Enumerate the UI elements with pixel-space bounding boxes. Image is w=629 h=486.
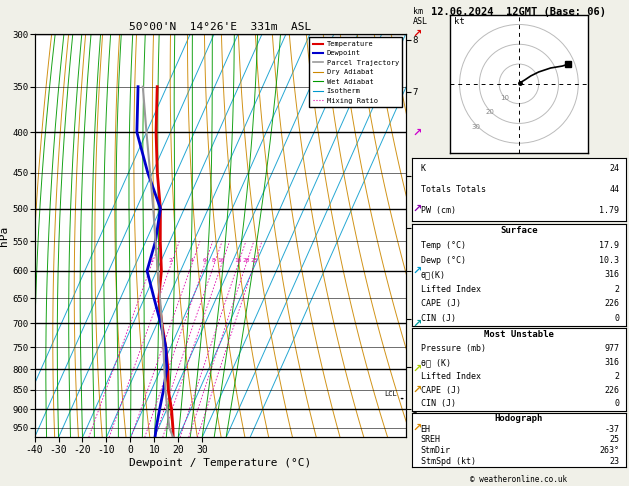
- Text: Hodograph: Hodograph: [495, 414, 543, 423]
- Text: ↗: ↗: [412, 127, 421, 138]
- Text: Totals Totals: Totals Totals: [421, 185, 486, 194]
- Text: 25: 25: [610, 435, 620, 444]
- Text: © weatheronline.co.uk: © weatheronline.co.uk: [470, 474, 567, 484]
- Text: ↗: ↗: [412, 423, 421, 433]
- Text: 0: 0: [615, 314, 620, 323]
- Text: 1.79: 1.79: [599, 206, 620, 215]
- Text: CAPE (J): CAPE (J): [421, 299, 460, 308]
- Text: CAPE (J): CAPE (J): [421, 385, 460, 395]
- Text: Pressure (mb): Pressure (mb): [421, 344, 486, 353]
- Text: ↗: ↗: [412, 29, 421, 39]
- Text: PW (cm): PW (cm): [421, 206, 455, 215]
- Text: -37: -37: [604, 425, 620, 434]
- Text: 10: 10: [218, 258, 225, 263]
- Text: Lifted Index: Lifted Index: [421, 372, 481, 381]
- Text: kt: kt: [454, 17, 464, 26]
- Text: SREH: SREH: [421, 435, 440, 444]
- Text: 10.3: 10.3: [599, 256, 620, 264]
- Y-axis label: hPa: hPa: [0, 226, 9, 246]
- Text: 6: 6: [203, 258, 206, 263]
- Text: 316: 316: [604, 358, 620, 367]
- Text: 977: 977: [604, 344, 620, 353]
- Text: 8: 8: [212, 258, 216, 263]
- Text: CIN (J): CIN (J): [421, 314, 455, 323]
- Text: 25: 25: [250, 258, 258, 263]
- Text: θᴇ(K): θᴇ(K): [421, 270, 445, 279]
- Legend: Temperature, Dewpoint, Parcel Trajectory, Dry Adiabat, Wet Adiabat, Isotherm, Mi: Temperature, Dewpoint, Parcel Trajectory…: [309, 37, 402, 107]
- Text: 316: 316: [604, 270, 620, 279]
- Text: 30: 30: [472, 123, 481, 130]
- Text: 44: 44: [610, 185, 620, 194]
- Text: 17.9: 17.9: [599, 241, 620, 250]
- Text: LCL: LCL: [384, 391, 398, 397]
- Text: K: K: [421, 164, 426, 173]
- Text: 12.06.2024  12GMT (Base: 06): 12.06.2024 12GMT (Base: 06): [431, 7, 606, 17]
- Text: Lifted Index: Lifted Index: [421, 285, 481, 294]
- Text: StmSpd (kt): StmSpd (kt): [421, 457, 476, 466]
- Text: ↗: ↗: [412, 318, 421, 329]
- Text: Surface: Surface: [500, 226, 538, 235]
- Text: 0: 0: [615, 399, 620, 408]
- X-axis label: Dewpoint / Temperature (°C): Dewpoint / Temperature (°C): [129, 458, 311, 468]
- Text: ↗: ↗: [412, 385, 421, 395]
- Text: 2: 2: [615, 372, 620, 381]
- Text: 4: 4: [190, 258, 194, 263]
- Text: 23: 23: [610, 457, 620, 466]
- Text: CIN (J): CIN (J): [421, 399, 455, 408]
- Text: 2: 2: [169, 258, 172, 263]
- Text: 16: 16: [234, 258, 242, 263]
- Text: Most Unstable: Most Unstable: [484, 330, 554, 339]
- Text: EH: EH: [421, 425, 430, 434]
- Text: Temp (°C): Temp (°C): [421, 241, 465, 250]
- Text: 20: 20: [486, 109, 495, 115]
- Text: 24: 24: [610, 164, 620, 173]
- Text: 263°: 263°: [599, 446, 620, 455]
- Text: ↗: ↗: [412, 266, 421, 276]
- Text: ↗: ↗: [412, 204, 421, 213]
- Text: 2: 2: [615, 285, 620, 294]
- Text: ↗: ↗: [412, 364, 421, 374]
- Text: Dewp (°C): Dewp (°C): [421, 256, 465, 264]
- Text: 226: 226: [604, 299, 620, 308]
- Text: θᴇ (K): θᴇ (K): [421, 358, 450, 367]
- Text: 10: 10: [500, 95, 509, 101]
- Text: StmDir: StmDir: [421, 446, 450, 455]
- Text: km
ASL: km ASL: [413, 6, 428, 26]
- Text: 20: 20: [242, 258, 250, 263]
- Title: 50°00'N  14°26'E  331m  ASL: 50°00'N 14°26'E 331m ASL: [129, 22, 311, 32]
- Text: 226: 226: [604, 385, 620, 395]
- Text: 1: 1: [150, 258, 153, 263]
